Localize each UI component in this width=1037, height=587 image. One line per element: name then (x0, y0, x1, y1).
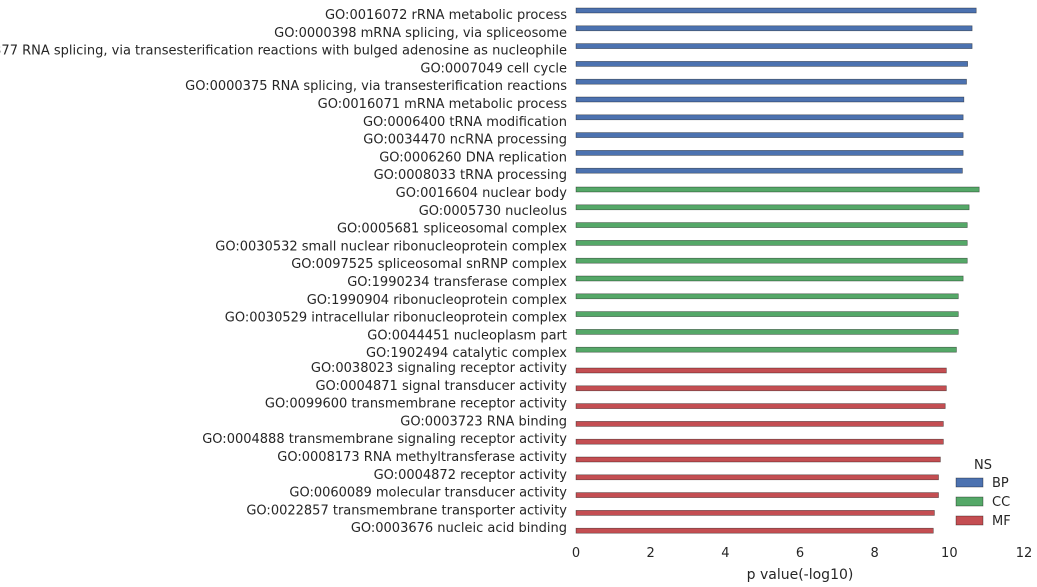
x-tick-label: 10 (941, 546, 958, 561)
category-label: GO:0008173 RNA methyltransferase activit… (277, 450, 567, 465)
category-label: GO:1990234 transferase complex (347, 275, 567, 290)
category-label: GO:0007049 cell cycle (420, 61, 567, 76)
bar-cc (575, 257, 968, 264)
bar-bp (575, 7, 977, 14)
x-axis-ticks: 0 2 4 6 8 10 12 (572, 546, 1032, 561)
bar-cc (575, 346, 957, 353)
x-tick-label: 12 (1016, 546, 1033, 561)
category-label: GO:0003676 nucleic acid binding (351, 521, 567, 536)
bar-bp (575, 25, 973, 32)
category-label: GO:0016071 mRNA metabolic process (318, 97, 568, 112)
bars (575, 7, 980, 534)
category-label: GO:0097525 spliceosomal snRNP complex (291, 257, 567, 272)
bar-cc (575, 293, 959, 300)
bar-mf (575, 367, 947, 374)
category-label: GO:0006260 DNA replication (379, 150, 567, 165)
x-tick-label: 8 (871, 546, 879, 561)
category-label: GO:0005681 spliceosomal complex (337, 222, 567, 237)
x-axis-title: p value(-log10) (747, 567, 854, 583)
legend-swatch-cc (955, 496, 984, 507)
bar-cc (575, 240, 968, 246)
category-label: GO:0030529 intracellular ribonucleoprote… (225, 311, 568, 326)
bar-mf (575, 403, 946, 409)
category-label: GO:0034470 ncRNA processing (363, 133, 567, 148)
category-label: GO:0016072 rRNA metabolic process (325, 8, 567, 23)
bar-mf (575, 421, 944, 427)
bar-mf (575, 456, 941, 463)
category-label: GO:0044451 nucleoplasm part (367, 328, 567, 343)
category-label: GO:0099600 transmembrane receptor activi… (265, 397, 567, 412)
x-tick-label: 6 (796, 546, 804, 561)
legend-label-mf: MF (992, 514, 1011, 529)
category-label: GO:0016604 nuclear body (396, 186, 568, 201)
bar-bp (575, 43, 973, 49)
bar-cc (575, 186, 980, 193)
category-label: GO:0060089 molecular transducer activity (289, 486, 567, 501)
category-label: GO:1990904 ribonucleoprotein complex (307, 293, 568, 308)
x-tick-label: 4 (721, 546, 729, 561)
bar-bp (575, 150, 964, 156)
bar-mf (575, 438, 944, 445)
legend-label-bp: BP (992, 476, 1009, 491)
bar-mf (575, 474, 939, 481)
category-label: GO:0022857 transmembrane transporter act… (246, 503, 567, 518)
category-label: GO:0004888 transmembrane signaling recep… (202, 432, 567, 447)
category-label: GO:0038023 signaling receptor activity (311, 361, 567, 376)
bar-cc (575, 329, 959, 335)
legend-swatch-bp (955, 477, 984, 488)
bar-mf (575, 385, 947, 392)
category-label: GO:1902494 catalytic complex (366, 346, 567, 361)
x-tick-label: 0 (572, 546, 580, 561)
bar-bp (575, 78, 967, 85)
category-label: GO:0030532 small nuclear ribonucleoprote… (215, 239, 567, 254)
category-label: GO:0000377 RNA splicing, via transesteri… (0, 44, 567, 59)
bar-cc (575, 222, 968, 228)
category-label: GO:0003723 RNA binding (400, 414, 567, 429)
category-label: GO:0004872 receptor activity (374, 468, 568, 483)
bar-mf (575, 527, 934, 534)
category-label: GO:0005730 nucleolus (419, 204, 568, 219)
category-label: GO:0000375 RNA splicing, via transesteri… (185, 79, 567, 94)
category-label: GO:0000398 mRNA splicing, via spliceosom… (274, 26, 567, 41)
legend-swatch-mf (955, 515, 984, 526)
legend-label-cc: CC (992, 495, 1010, 510)
legend-title: NS (974, 458, 992, 473)
bar-mf (575, 510, 935, 516)
x-tick-label: 2 (647, 546, 655, 561)
category-label: GO:0008033 tRNA processing (374, 168, 567, 183)
bar-bp (575, 114, 964, 121)
category-labels: GO:0016072 rRNA metabolic process GO:0000… (0, 8, 567, 536)
bar-bp (575, 61, 968, 67)
bar-bp (575, 132, 964, 138)
legend: NS BP CC MF (955, 458, 1011, 529)
category-label: GO:0004871 signal transducer activity (315, 379, 567, 394)
bar-bp (575, 96, 965, 103)
bar-bp (575, 167, 963, 174)
bar-cc (575, 311, 959, 317)
bar-cc (575, 275, 964, 282)
bar-cc (575, 204, 970, 211)
category-label: GO:0006400 tRNA modification (363, 115, 567, 130)
bar-mf (575, 492, 939, 498)
